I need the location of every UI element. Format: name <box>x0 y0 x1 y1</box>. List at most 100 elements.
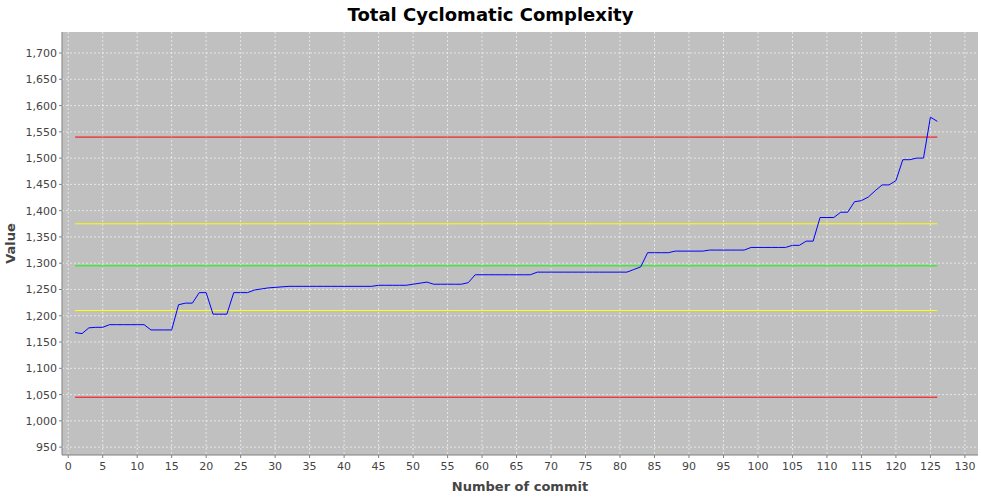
x-grid-line <box>102 32 103 455</box>
x-tick-label: 65 <box>510 460 524 473</box>
x-grid-line <box>895 32 896 455</box>
x-tick-label: 10 <box>130 460 144 473</box>
x-tick <box>861 455 862 458</box>
y-tick <box>59 342 62 343</box>
y-tick <box>59 210 62 211</box>
x-tick-label: 30 <box>268 460 282 473</box>
data-line <box>75 117 937 333</box>
x-grid-line <box>68 32 69 455</box>
x-tick-label: 75 <box>579 460 593 473</box>
y-grid-line <box>62 131 978 132</box>
x-grid-line <box>551 32 552 455</box>
x-tick-label: 115 <box>851 460 872 473</box>
x-tick-label: 0 <box>65 460 72 473</box>
x-tick <box>826 455 827 458</box>
x-tick-label: 105 <box>782 460 803 473</box>
y-tick <box>59 184 62 185</box>
y-tick <box>59 131 62 132</box>
x-grid-line <box>344 32 345 455</box>
x-grid-line <box>688 32 689 455</box>
x-tick-label: 90 <box>682 460 696 473</box>
x-tick-label: 20 <box>199 460 213 473</box>
y-tick-label: 1,150 <box>26 336 58 349</box>
y-grid-line <box>62 184 978 185</box>
x-tick-label: 35 <box>303 460 317 473</box>
y-tick-label: 1,550 <box>26 126 58 139</box>
x-tick <box>240 455 241 458</box>
y-tick-label: 1,650 <box>26 73 58 86</box>
x-tick-label: 40 <box>337 460 351 473</box>
y-grid-line <box>62 447 978 448</box>
x-tick-label: 5 <box>99 460 106 473</box>
x-grid-line <box>964 32 965 455</box>
y-grid-line <box>62 263 978 264</box>
x-axis-line <box>62 455 978 456</box>
x-tick <box>930 455 931 458</box>
x-grid-line <box>171 32 172 455</box>
x-tick <box>620 455 621 458</box>
x-tick <box>309 455 310 458</box>
y-tick <box>59 105 62 106</box>
y-grid-line <box>62 210 978 211</box>
chart: 9501,0001,0501,1001,1501,2001,2501,3001,… <box>0 0 981 501</box>
y-tick-label: 1,200 <box>26 310 58 323</box>
x-tick <box>757 455 758 458</box>
y-axis-label: Value <box>3 223 18 264</box>
x-tick <box>68 455 69 458</box>
y-tick <box>59 263 62 264</box>
x-tick <box>482 455 483 458</box>
y-tick <box>59 315 62 316</box>
x-tick <box>792 455 793 458</box>
reference-line <box>75 137 937 138</box>
background <box>0 0 981 501</box>
y-grid-line <box>62 105 978 106</box>
y-tick-label: 1,350 <box>26 231 58 244</box>
x-grid-line <box>620 32 621 455</box>
y-tick <box>59 447 62 448</box>
x-tick <box>137 455 138 458</box>
x-tick <box>723 455 724 458</box>
y-tick-label: 1,050 <box>26 389 58 402</box>
y-grid-line <box>62 315 978 316</box>
x-tick-label: 120 <box>885 460 906 473</box>
x-tick <box>206 455 207 458</box>
x-tick-label: 45 <box>372 460 386 473</box>
y-grid-line <box>62 394 978 395</box>
x-grid-line <box>723 32 724 455</box>
reference-line <box>75 265 937 266</box>
y-tick-label: 1,300 <box>26 257 58 270</box>
x-grid-line <box>516 32 517 455</box>
y-grid-line <box>62 236 978 237</box>
y-tick <box>59 79 62 80</box>
y-tick <box>59 158 62 159</box>
x-tick-label: 55 <box>441 460 455 473</box>
y-tick <box>59 394 62 395</box>
x-grid-line <box>585 32 586 455</box>
x-grid-line <box>482 32 483 455</box>
x-tick-label: 15 <box>165 460 179 473</box>
x-grid-line <box>826 32 827 455</box>
y-grid-line <box>62 368 978 369</box>
x-tick-label: 80 <box>613 460 627 473</box>
y-tick-label: 1,100 <box>26 362 58 375</box>
reference-line <box>75 397 937 398</box>
x-grid-line <box>240 32 241 455</box>
x-grid-line <box>792 32 793 455</box>
x-tick <box>378 455 379 458</box>
x-tick-label: 95 <box>716 460 730 473</box>
y-tick-label: 1,700 <box>26 47 58 60</box>
x-grid-line <box>861 32 862 455</box>
x-tick-label: 130 <box>954 460 975 473</box>
y-tick <box>59 289 62 290</box>
x-tick-label: 25 <box>234 460 248 473</box>
y-grid-line <box>62 158 978 159</box>
y-tick-label: 1,400 <box>26 205 58 218</box>
x-tick <box>275 455 276 458</box>
y-tick-label: 1,600 <box>26 100 58 113</box>
x-tick-label: 60 <box>475 460 489 473</box>
y-tick-label: 950 <box>36 441 57 454</box>
x-tick <box>447 455 448 458</box>
x-grid-line <box>447 32 448 455</box>
title: Total Cyclomatic Complexity <box>348 4 634 25</box>
x-tick <box>171 455 172 458</box>
